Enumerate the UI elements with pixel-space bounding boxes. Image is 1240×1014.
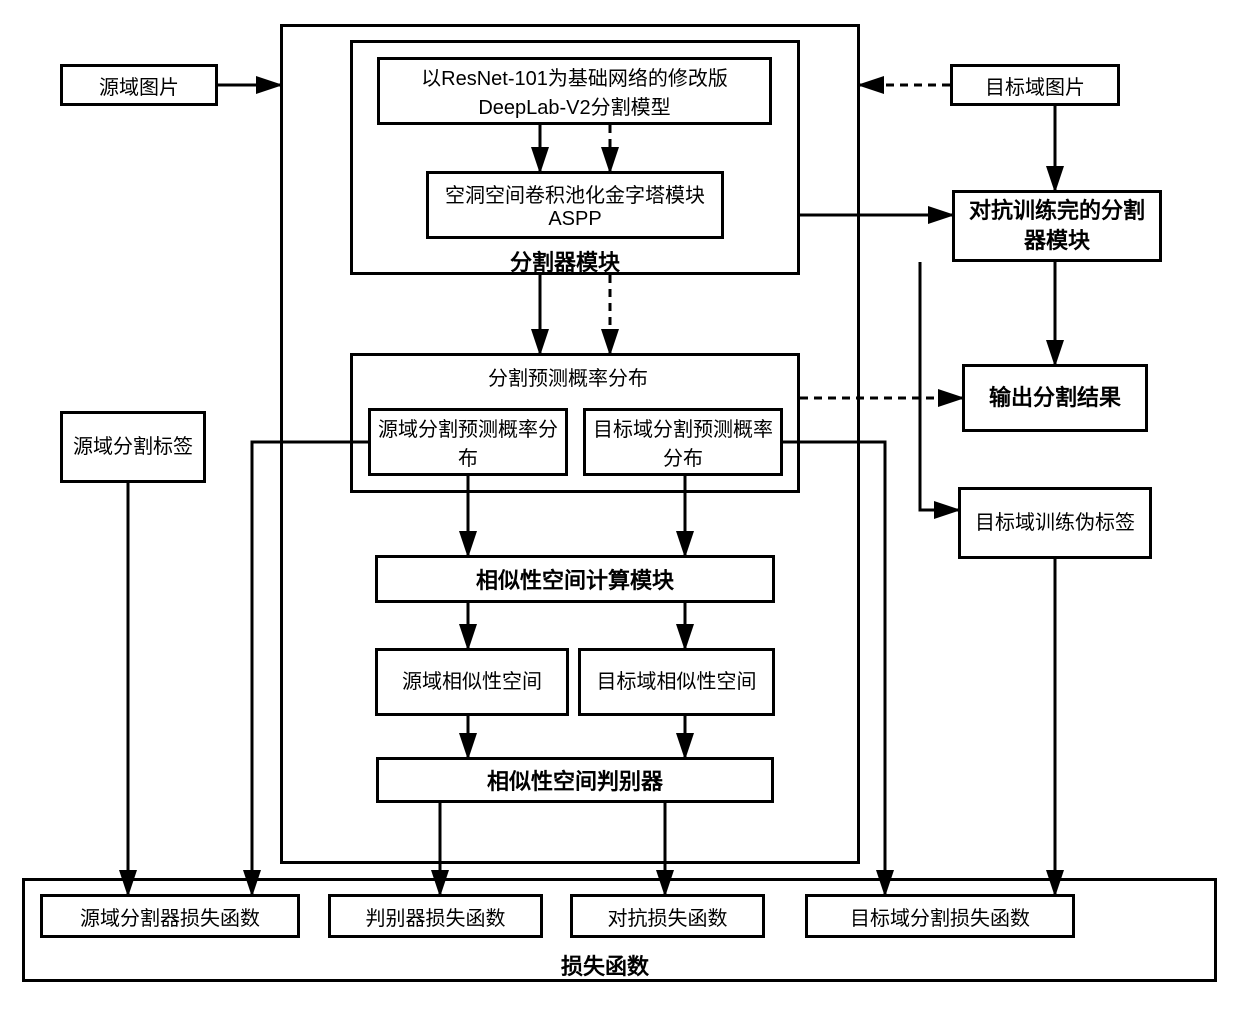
adv-loss-node: 对抗损失函数 (570, 894, 765, 938)
sim-disc-label: 相似性空间判别器 (487, 764, 663, 796)
target-pred-node: 目标域分割预测概率分布 (583, 408, 783, 476)
source-image-node: 源域图片 (60, 64, 218, 106)
aspp-node: 空洞空间卷积池化金字塔模块ASPP (426, 171, 724, 239)
target-pseudo-label-node: 目标域训练伪标签 (958, 487, 1152, 559)
source-pred-node: 源域分割预测概率分布 (368, 408, 568, 476)
segmenter-title: 分割器模块 (510, 245, 620, 277)
similarity-calc-label: 相似性空间计算模块 (476, 563, 674, 595)
source-label-node: 源域分割标签 (60, 411, 206, 483)
source-seg-loss-label: 源域分割器损失函数 (80, 902, 260, 931)
diagram-root: 以ResNet-101为基础网络的修改版DeepLab-V2分割模型 空洞空间卷… (0, 0, 1240, 1014)
adv-loss-label: 对抗损失函数 (608, 902, 728, 931)
source-image-label: 源域图片 (99, 71, 179, 100)
target-image-node: 目标域图片 (950, 64, 1120, 106)
output-result-node: 输出分割结果 (962, 364, 1148, 432)
deeplab-label: 以ResNet-101为基础网络的修改版DeepLab-V2分割模型 (386, 62, 763, 120)
source-sim-label: 源域相似性空间 (402, 668, 542, 697)
target-sim-label: 目标域相似性空间 (597, 668, 757, 697)
similarity-calc-node: 相似性空间计算模块 (375, 555, 775, 603)
adv-trained-seg-label: 对抗训练完的分割器模块 (961, 196, 1153, 255)
target-seg-loss-node: 目标域分割损失函数 (805, 894, 1075, 938)
similarity-discriminator-node: 相似性空间判别器 (376, 757, 774, 803)
target-pred-label: 目标域分割预测概率分布 (592, 413, 774, 471)
pred-dist-title: 分割预测概率分布 (488, 362, 648, 391)
source-label-label: 源域分割标签 (73, 433, 193, 462)
output-result-label: 输出分割结果 (989, 383, 1121, 413)
target-pseudo-label: 目标域训练伪标签 (975, 509, 1135, 538)
source-seg-loss-node: 源域分割器损失函数 (40, 894, 300, 938)
disc-loss-node: 判别器损失函数 (328, 894, 543, 938)
source-similarity-node: 源域相似性空间 (375, 648, 569, 716)
disc-loss-label: 判别器损失函数 (366, 902, 506, 931)
aspp-label: 空洞空间卷积池化金字塔模块ASPP (435, 179, 715, 231)
target-seg-loss-label: 目标域分割损失函数 (850, 902, 1030, 931)
source-pred-label: 源域分割预测概率分布 (377, 413, 559, 471)
adv-trained-segmenter-node: 对抗训练完的分割器模块 (952, 190, 1162, 262)
loss-title: 损失函数 (561, 949, 649, 981)
deeplab-node: 以ResNet-101为基础网络的修改版DeepLab-V2分割模型 (377, 57, 772, 125)
target-image-label: 目标域图片 (985, 71, 1085, 100)
target-similarity-node: 目标域相似性空间 (578, 648, 775, 716)
